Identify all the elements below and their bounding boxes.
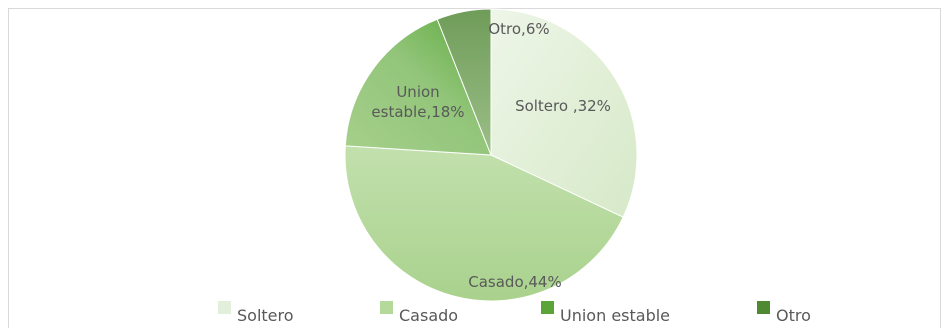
pie-labels: Soltero ,32% Casado,44% Union estable,18% Ot… [371, 20, 611, 291]
legend-item-soltero: Soltero [218, 301, 294, 324]
pie-slices [344, 8, 638, 302]
legend: Soltero Casado Union estable Otro [218, 301, 811, 324]
pie-slice-otro [436, 8, 492, 156]
legend-swatch [757, 301, 770, 314]
legend-swatch [541, 301, 554, 314]
legend-label: Union estable [560, 306, 670, 324]
legend-item-casado: Casado [380, 301, 458, 324]
legend-label: Casado [399, 306, 458, 324]
slice-label-union-estable: Union estable,18% [371, 83, 464, 121]
slice-label-otro: Otro,6% [488, 20, 549, 38]
pie-slice-casado [344, 145, 624, 302]
legend-item-union-estable: Union estable [541, 301, 670, 324]
pie-slice-soltero [490, 8, 638, 218]
slice-label-casado: Casado,44% [468, 273, 561, 291]
legend-swatch [380, 301, 393, 314]
pie-slice-union-estable [344, 18, 492, 156]
legend-label: Soltero [237, 306, 294, 324]
slice-label-soltero: Soltero ,32% [515, 97, 611, 115]
legend-label: Otro [776, 306, 811, 324]
legend-swatch [218, 301, 231, 314]
legend-item-otro: Otro [757, 301, 811, 324]
